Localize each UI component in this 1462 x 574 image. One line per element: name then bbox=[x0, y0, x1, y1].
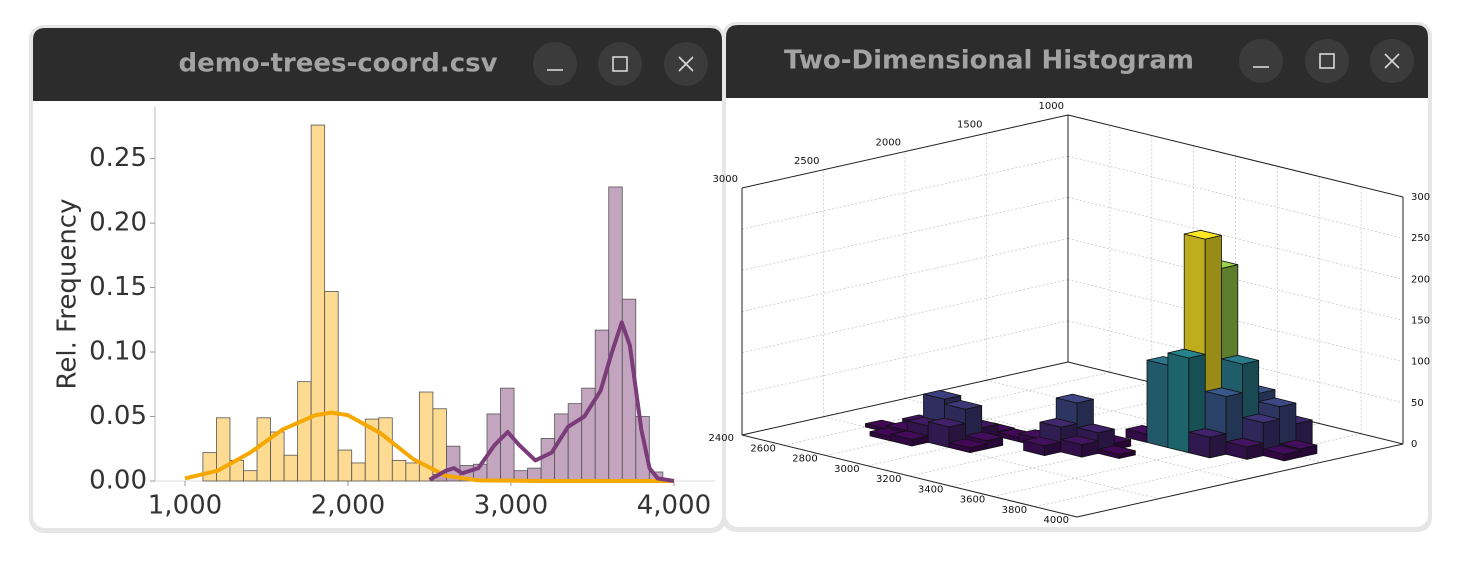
histogram-bar bbox=[310, 124, 326, 482]
window-title: demo-trees-coord.csv bbox=[178, 49, 497, 79]
window bbox=[33, 28, 722, 528]
histogram-bar bbox=[378, 417, 393, 482]
bar-top bbox=[1060, 435, 1099, 446]
bar-top bbox=[1023, 436, 1062, 447]
maximize-icon bbox=[1319, 53, 1335, 69]
y-tick-label: 0.10 bbox=[89, 337, 147, 367]
z-tick-label: 150 bbox=[1411, 316, 1430, 327]
maximize-button[interactable] bbox=[1305, 39, 1349, 83]
bar-top bbox=[1204, 387, 1243, 397]
histogram-bar bbox=[270, 431, 285, 482]
histogram-bar bbox=[446, 445, 461, 482]
histogram-bar bbox=[256, 417, 271, 482]
x-tick-label: 3800 bbox=[1002, 505, 1027, 516]
axis-line bbox=[1076, 443, 1404, 518]
bar-side bbox=[1167, 352, 1190, 454]
density-line bbox=[428, 320, 675, 483]
minimize-button[interactable] bbox=[1239, 39, 1283, 83]
axis-line bbox=[741, 434, 1078, 518]
y-tick-label: 0.25 bbox=[89, 143, 147, 173]
bar-top bbox=[1279, 439, 1318, 450]
x-tick-label: 3200 bbox=[876, 474, 901, 485]
bar-side bbox=[1146, 359, 1169, 449]
x-tick-label: 3000 bbox=[834, 464, 859, 475]
bar-top bbox=[1055, 393, 1094, 404]
histogram-bar bbox=[337, 449, 353, 482]
x-tick-label: 3600 bbox=[960, 495, 985, 506]
x-tick-label: 4,000 bbox=[637, 491, 711, 521]
bar-top bbox=[944, 400, 983, 410]
bar-top bbox=[923, 389, 962, 400]
x-tick-label: 2600 bbox=[750, 443, 775, 454]
axis-line bbox=[1067, 114, 1404, 198]
bar-top bbox=[1076, 423, 1115, 434]
y-tick-label: 1500 bbox=[957, 119, 982, 130]
y-axis-label: Rel. Frequency bbox=[53, 199, 83, 390]
axis-line bbox=[741, 361, 1069, 436]
x-tick-label: 3,000 bbox=[474, 491, 548, 521]
bar-top bbox=[1258, 397, 1297, 408]
bar-top bbox=[1242, 413, 1280, 424]
z-tick-label: 300 bbox=[1411, 192, 1430, 203]
y-tick-label: 0.05 bbox=[89, 401, 147, 431]
y-tick-label: 3000 bbox=[713, 174, 738, 185]
minimize-button[interactable] bbox=[533, 42, 577, 86]
grid-line bbox=[1067, 155, 1404, 239]
histogram-bar bbox=[243, 470, 258, 482]
bar-top bbox=[927, 417, 966, 428]
bar-top bbox=[890, 430, 929, 440]
histogram-bar bbox=[405, 462, 420, 482]
histogram-bar bbox=[283, 454, 299, 482]
histogram-bar bbox=[391, 459, 407, 482]
y-tick-label: 2000 bbox=[876, 138, 901, 149]
bar-top bbox=[1221, 354, 1260, 365]
bar-top bbox=[1097, 445, 1136, 455]
close-icon bbox=[1384, 53, 1400, 69]
bar-top bbox=[1039, 417, 1078, 428]
y-tick-label: 1000 bbox=[1039, 101, 1064, 112]
histogram-bar bbox=[608, 186, 623, 482]
bar-top bbox=[1225, 437, 1264, 448]
z-tick-label: 100 bbox=[1411, 357, 1430, 368]
bar-top bbox=[1167, 348, 1206, 359]
histogram-bar bbox=[567, 403, 583, 482]
bar-top bbox=[1262, 444, 1301, 455]
window-title: Two-Dimensional Histogram bbox=[784, 46, 1194, 76]
density-line bbox=[184, 410, 674, 483]
z-tick-label: 0 bbox=[1411, 439, 1417, 450]
histogram-bar bbox=[594, 329, 610, 482]
y-tick-label: 2500 bbox=[794, 156, 819, 167]
y-tick-label: 0.15 bbox=[89, 272, 147, 302]
axis-line bbox=[741, 114, 1069, 189]
maximize-button[interactable] bbox=[598, 42, 642, 86]
x-tick-label: 2800 bbox=[792, 454, 817, 465]
histogram-bar bbox=[351, 462, 366, 482]
bar-top bbox=[1183, 229, 1222, 240]
z-tick-label: 200 bbox=[1411, 274, 1430, 285]
x-tick-label: 1,000 bbox=[148, 491, 222, 521]
x-tick-label: 3400 bbox=[918, 484, 943, 495]
x-tick-label: 2,000 bbox=[311, 491, 385, 521]
close-icon bbox=[678, 56, 694, 72]
maximize-icon bbox=[612, 56, 628, 72]
x-tick-label: 2400 bbox=[709, 433, 734, 444]
histogram-bar bbox=[324, 291, 339, 482]
z-tick-label: 250 bbox=[1411, 233, 1430, 244]
histogram-bar bbox=[297, 381, 312, 482]
bar-top bbox=[1188, 428, 1227, 438]
histogram-bar bbox=[202, 452, 217, 482]
histogram-bar bbox=[540, 438, 556, 482]
x-tick-label: 4000 bbox=[1044, 515, 1069, 526]
bar-side bbox=[1209, 433, 1227, 459]
y-tick-label: 0.00 bbox=[89, 466, 147, 496]
z-tick-label: 50 bbox=[1411, 398, 1424, 409]
y-tick-label: 0.20 bbox=[89, 208, 147, 238]
bar-top bbox=[948, 438, 987, 449]
grid-line bbox=[1067, 196, 1404, 280]
bar-top bbox=[965, 431, 1004, 442]
